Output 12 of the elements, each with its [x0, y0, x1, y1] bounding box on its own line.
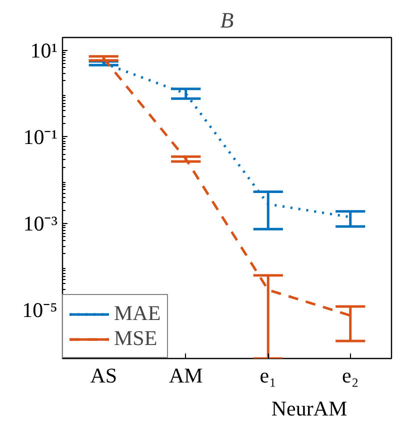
x-tick-label: AS [90, 364, 118, 388]
y-tick-label: 10¹ [30, 38, 58, 63]
legend-label: MSE [114, 326, 158, 351]
chart-title: B [220, 8, 234, 32]
y-tick-label: 10⁻⁵ [22, 298, 58, 322]
y-tick-label: 10⁻³ [23, 211, 58, 236]
x-tick-label: AM [168, 364, 204, 388]
x-tick-label: e₂ [342, 364, 359, 388]
y-tick-label: 10⁻¹ [23, 124, 58, 149]
text: NeurAM [271, 396, 348, 420]
legend-label: MAE [114, 301, 161, 326]
x-tick-label: e₁ [260, 364, 276, 388]
